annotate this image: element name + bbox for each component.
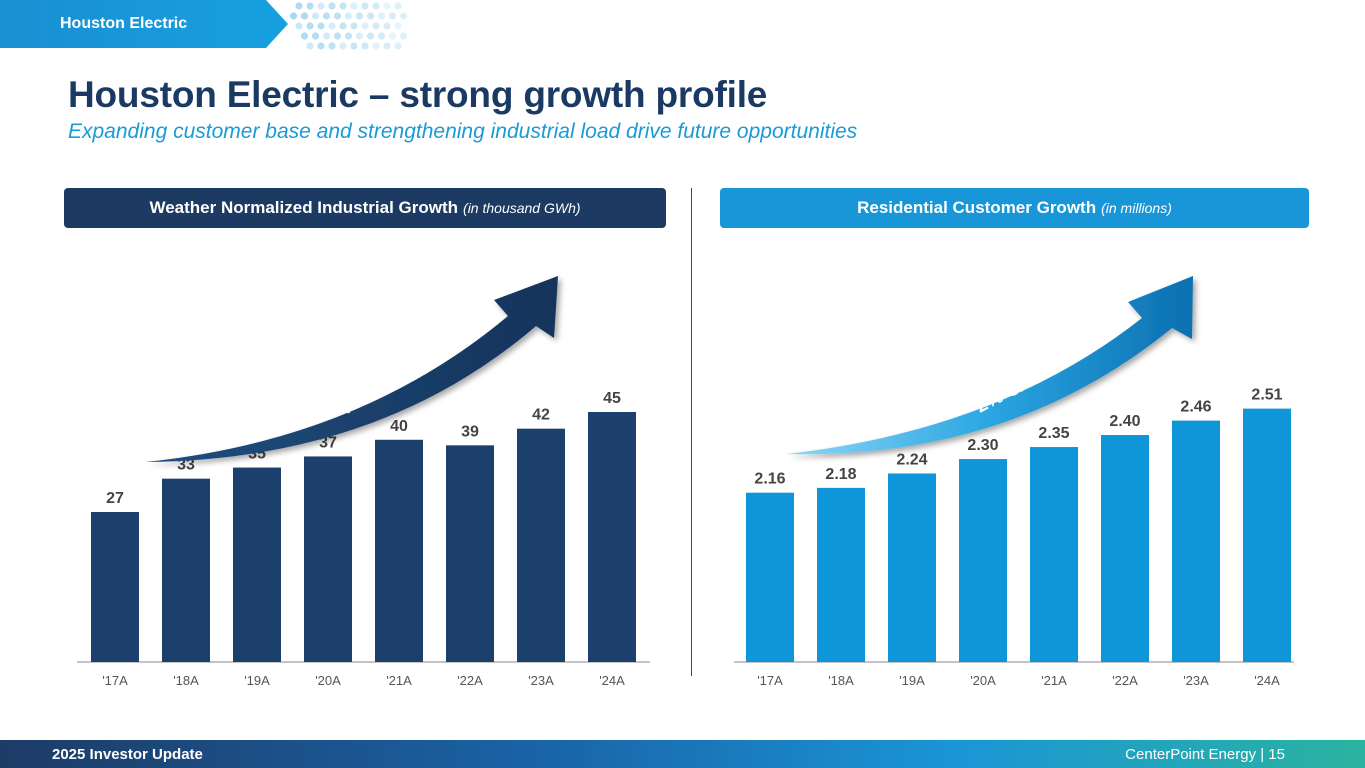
left-bar <box>233 467 281 662</box>
right-bar-value-label: 2.46 <box>1180 399 1211 416</box>
right-x-tick-label: '21A <box>1041 673 1067 688</box>
right-bar <box>817 487 865 662</box>
right-bar-chart: 2.16 '17A 2.18 '18A 2.24 '19A 2.30 '20A 2.35 '21A… <box>734 387 1294 688</box>
right-x-tick-label: '19A <box>899 673 925 688</box>
right-panel-units: (in millions) <box>1101 200 1172 216</box>
left-bar <box>375 439 423 662</box>
left-x-tick-label: '17A <box>102 673 128 688</box>
right-bar <box>1172 420 1220 662</box>
right-bar-value-label: 2.51 <box>1251 387 1282 404</box>
left-bar <box>588 412 636 662</box>
left-panel-units: (in thousand GWh) <box>463 200 581 216</box>
left-x-tick-label: '23A <box>528 673 554 688</box>
tab-shape <box>0 0 288 48</box>
left-bar-value-label: 42 <box>532 407 550 424</box>
left-panel-title: Weather Normalized Industrial Growth <box>149 198 459 217</box>
right-x-tick-label: '24A <box>1254 673 1280 688</box>
right-bar <box>959 459 1007 662</box>
left-bar-value-label: 45 <box>603 390 621 407</box>
page-subtitle: Expanding customer base and strengthenin… <box>68 120 858 143</box>
right-x-tick-label: '20A <box>970 673 996 688</box>
left-x-tick-label: '22A <box>457 673 483 688</box>
right-bar <box>1030 447 1078 662</box>
left-bar-chart: 27'17A33'18A35'19A37'20A40'21A39'22A42'2… <box>77 390 650 688</box>
left-cagr-arrow <box>145 276 558 462</box>
right-bar <box>746 492 794 662</box>
right-bar-value-label: 2.18 <box>825 466 856 483</box>
left-x-tick-label: '19A <box>244 673 270 688</box>
panel-divider <box>691 188 692 676</box>
right-bar-value-label: 2.40 <box>1109 413 1140 430</box>
left-bar <box>91 512 139 662</box>
right-bar <box>1101 435 1149 662</box>
left-bar-value-label: 33 <box>177 457 195 474</box>
right-panel-header: Residential Customer Growth (in millions… <box>720 188 1309 228</box>
charts-canvas: 2.16 '17A 2.18 '18A 2.24 '19A 2.30 '20A 2.35 '21A… <box>77 276 1294 688</box>
page-title: Houston Electric – strong growth profile <box>68 74 768 115</box>
footer-right-text: CenterPoint Energy | 15 <box>1125 746 1285 763</box>
right-x-tick-label: '22A <box>1112 673 1138 688</box>
section-tab-label: Houston Electric <box>60 15 188 32</box>
left-bar <box>162 478 210 662</box>
left-bar-value-label: 39 <box>461 423 479 440</box>
left-x-tick-label: '18A <box>173 673 199 688</box>
left-panel-header: Weather Normalized Industrial Growth (in… <box>64 188 666 228</box>
left-x-tick-label: '20A <box>315 673 341 688</box>
left-bar <box>446 445 494 662</box>
footer-left-text: 2025 Investor Update <box>52 746 203 763</box>
left-bar-value-label: 37 <box>319 434 337 451</box>
left-x-tick-label: '24A <box>599 673 625 688</box>
right-x-tick-label: '23A <box>1183 673 1209 688</box>
right-bar-value-label: 2.35 <box>1038 425 1069 442</box>
right-bar-value-label: 2.16 <box>754 471 785 488</box>
left-bar-value-label: 40 <box>390 418 408 435</box>
right-cagr-arrow <box>786 276 1193 455</box>
right-x-tick-label: '18A <box>828 673 854 688</box>
decorative-dots <box>289 2 408 50</box>
right-bar <box>1243 408 1291 662</box>
left-x-tick-label: '21A <box>386 673 412 688</box>
right-bar <box>888 473 936 662</box>
right-panel-title: Residential Customer Growth <box>857 198 1097 217</box>
right-bar-value-label: 2.30 <box>967 437 998 454</box>
right-bar-value-label: 2.24 <box>896 451 927 468</box>
right-x-tick-label: '17A <box>757 673 783 688</box>
footer-bar: 2025 Investor Update CenterPoint Energy … <box>0 740 1365 768</box>
section-tab: Houston Electric <box>0 0 288 48</box>
left-bar-value-label: 27 <box>106 490 124 507</box>
left-bar <box>517 428 565 662</box>
left-bar <box>304 456 352 662</box>
